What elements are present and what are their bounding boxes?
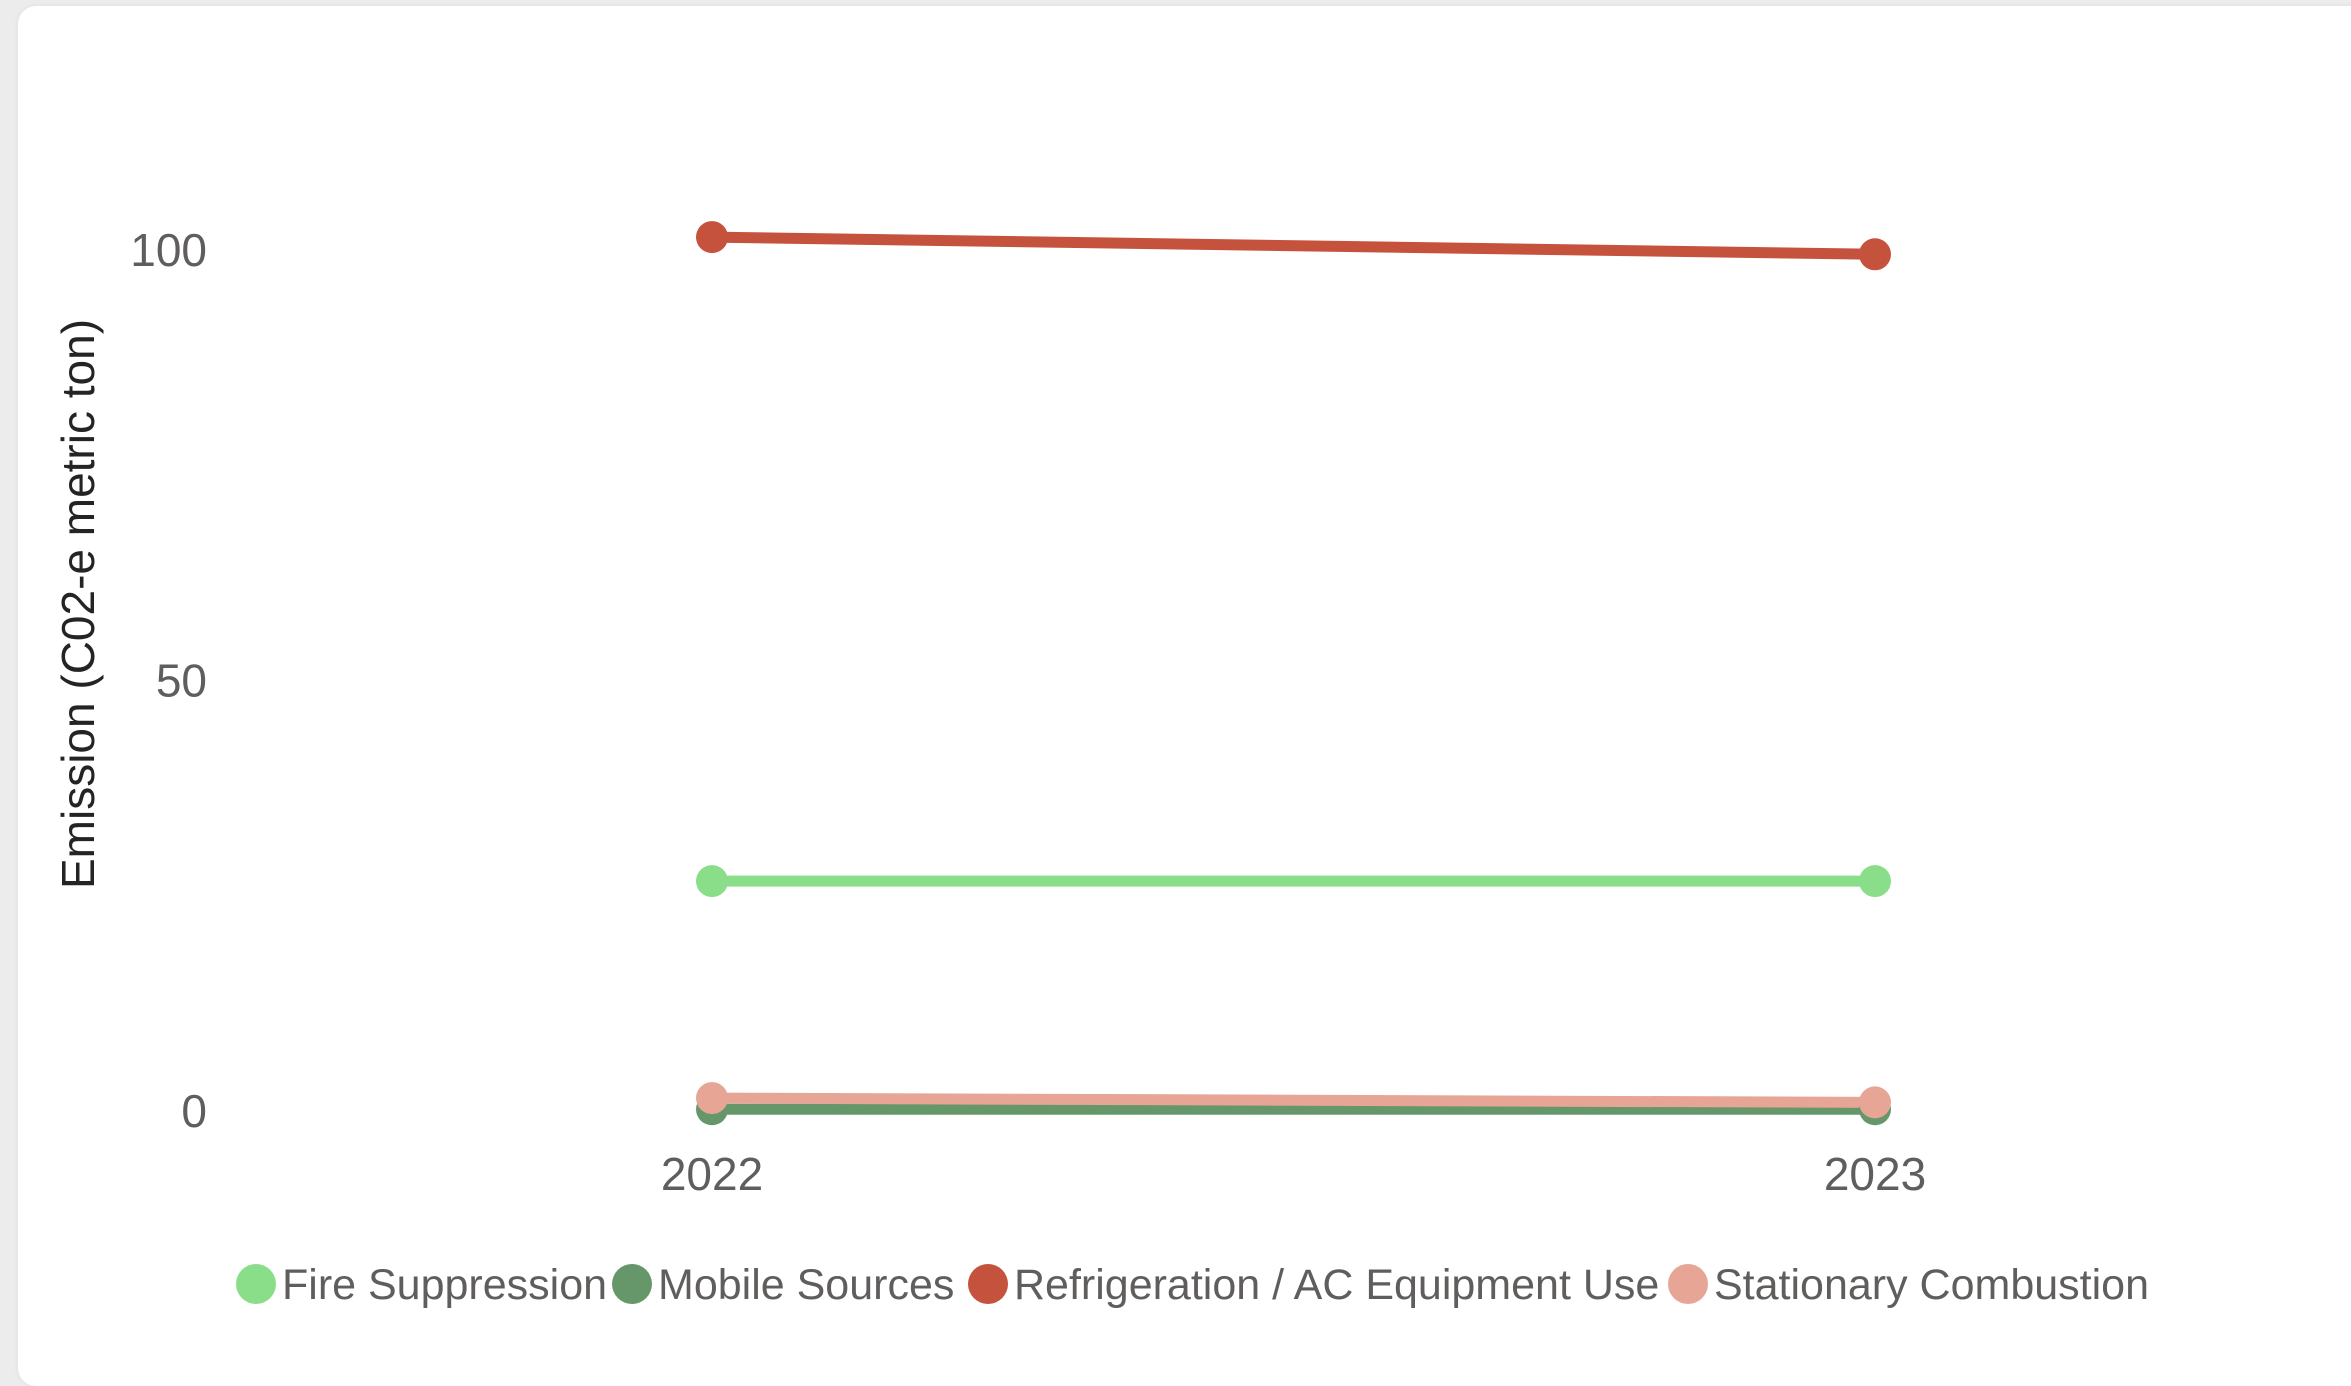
chart-card [18,6,2351,1386]
legend-swatch [1668,1264,1708,1304]
legend-label: Stationary Combustion [1714,1261,2149,1309]
legend-swatch [968,1264,1008,1304]
y-axis-ticks: 0 50 100 [130,224,207,1137]
y-tick-label: 0 [181,1085,207,1137]
y-tick-label: 50 [156,655,207,707]
legend-swatch [236,1264,276,1304]
data-point[interactable] [1859,1086,1891,1119]
legend-swatch [612,1264,652,1304]
data-point[interactable] [1859,865,1891,898]
legend-item[interactable]: Mobile Sources [612,1261,954,1309]
legend-label: Refrigeration / AC Equipment Use [1014,1261,1659,1309]
data-point[interactable] [696,865,728,898]
x-tick-label: 2023 [1824,1148,1926,1200]
data-point[interactable] [696,221,728,254]
legend[interactable]: Fire Suppression Mobile Sources Refrigerat… [236,1261,2149,1309]
legend-label: Fire Suppression [282,1261,607,1309]
legend-item[interactable]: Fire Suppression [236,1261,607,1309]
legend-item[interactable]: Refrigeration / AC Equipment Use [968,1261,1659,1309]
data-point[interactable] [696,1082,728,1115]
legend-item[interactable]: Stationary Combustion [1668,1261,2149,1309]
y-axis-label-group: Emission (C02-e metric ton) [52,319,104,889]
y-tick-label: 100 [130,224,207,276]
series-points [696,221,1891,1126]
y-axis-label: Emission (C02-e metric ton) [52,319,104,889]
series-lines [706,231,1881,1115]
legend-label: Mobile Sources [658,1261,954,1309]
series-line [706,231,1881,260]
series-line [706,1092,1881,1108]
x-tick-label: 2022 [661,1148,763,1200]
data-point[interactable] [1859,238,1891,271]
x-axis-ticks: 2022 2023 [661,1148,1926,1200]
